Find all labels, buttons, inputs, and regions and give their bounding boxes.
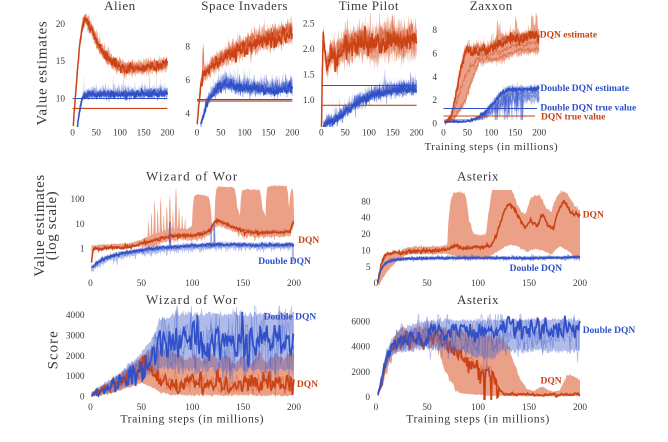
- svg-text:50: 50: [422, 279, 432, 289]
- svg-text:0: 0: [319, 129, 324, 139]
- svg-text:1.5: 1.5: [303, 70, 315, 80]
- svg-text:200: 200: [287, 403, 301, 413]
- svg-text:Double DQN estimate: Double DQN estimate: [540, 84, 629, 94]
- svg-text:0: 0: [70, 129, 75, 139]
- svg-text:Value estimates: Value estimates: [35, 21, 51, 126]
- svg-text:150: 150: [137, 129, 151, 139]
- svg-text:0: 0: [195, 129, 200, 139]
- svg-text:5: 5: [366, 263, 371, 273]
- svg-text:100: 100: [238, 129, 252, 139]
- svg-text:8: 8: [185, 43, 190, 53]
- svg-text:200: 200: [160, 129, 174, 139]
- svg-text:4: 4: [432, 73, 437, 83]
- svg-text:20: 20: [361, 230, 371, 240]
- svg-text:0: 0: [441, 129, 446, 139]
- svg-text:1: 1: [80, 245, 85, 255]
- svg-text:0: 0: [432, 120, 437, 130]
- svg-text:0: 0: [374, 279, 379, 289]
- svg-text:0: 0: [374, 403, 379, 413]
- svg-text:DQN estimate: DQN estimate: [540, 30, 597, 40]
- svg-text:100: 100: [185, 403, 199, 413]
- svg-text:50: 50: [340, 129, 350, 139]
- svg-text:DQN: DQN: [583, 211, 604, 221]
- svg-text:0: 0: [88, 279, 93, 289]
- svg-text:Zaxxon: Zaxxon: [470, 0, 513, 13]
- svg-text:100: 100: [471, 403, 485, 413]
- svg-text:1.0: 1.0: [303, 96, 315, 106]
- svg-text:15: 15: [56, 57, 66, 67]
- svg-text:Alien: Alien: [104, 0, 136, 13]
- svg-text:100: 100: [71, 195, 85, 205]
- svg-text:Double DQN: Double DQN: [264, 313, 317, 323]
- svg-text:DQN: DQN: [541, 377, 562, 387]
- svg-text:200: 200: [532, 129, 546, 139]
- svg-text:100: 100: [484, 129, 498, 139]
- svg-text:Asterix: Asterix: [457, 168, 499, 183]
- svg-text:0: 0: [80, 393, 85, 403]
- svg-text:Double DQN: Double DQN: [258, 257, 311, 267]
- svg-text:2: 2: [432, 96, 437, 106]
- svg-text:2000: 2000: [66, 352, 85, 362]
- svg-text:Wizard of Wor: Wizard of Wor: [146, 292, 238, 307]
- svg-text:200: 200: [287, 279, 301, 289]
- svg-text:100: 100: [362, 129, 376, 139]
- svg-text:(log scale): (log scale): [44, 191, 60, 261]
- svg-text:1000: 1000: [66, 372, 85, 382]
- svg-text:150: 150: [522, 279, 536, 289]
- svg-text:10: 10: [361, 247, 371, 257]
- svg-text:DQN true value: DQN true value: [541, 112, 605, 122]
- svg-text:Training steps (in millions): Training steps (in millions): [424, 141, 558, 153]
- svg-text:2.0: 2.0: [303, 45, 315, 55]
- svg-text:50: 50: [463, 129, 473, 139]
- svg-text:2.5: 2.5: [303, 20, 315, 30]
- svg-text:4: 4: [185, 110, 190, 120]
- svg-text:Double DQN true value: Double DQN true value: [540, 104, 636, 114]
- svg-text:20: 20: [56, 20, 66, 30]
- svg-text:0: 0: [365, 393, 370, 403]
- svg-text:50: 50: [216, 129, 226, 139]
- svg-text:Wizard of Wor: Wizard of Wor: [146, 168, 238, 183]
- svg-text:4000: 4000: [351, 343, 370, 353]
- svg-text:DQN: DQN: [297, 380, 318, 390]
- svg-text:6: 6: [432, 50, 437, 60]
- svg-text:Training steps (in millions): Training steps (in millions): [406, 412, 550, 426]
- svg-text:Training steps (in millions): Training steps (in millions): [120, 412, 264, 426]
- svg-text:50: 50: [137, 403, 147, 413]
- svg-text:100: 100: [113, 129, 127, 139]
- svg-text:Asterix: Asterix: [457, 292, 499, 307]
- svg-text:200: 200: [285, 129, 299, 139]
- svg-text:Double DQN: Double DQN: [583, 326, 636, 336]
- svg-text:Time Pilot: Time Pilot: [339, 0, 399, 13]
- svg-text:10: 10: [56, 94, 66, 104]
- svg-text:8: 8: [432, 26, 437, 36]
- svg-text:Score: Score: [46, 330, 62, 369]
- svg-text:150: 150: [261, 129, 275, 139]
- svg-text:200: 200: [573, 403, 587, 413]
- svg-text:6000: 6000: [351, 318, 370, 328]
- svg-text:150: 150: [522, 403, 536, 413]
- svg-text:200: 200: [573, 279, 587, 289]
- svg-text:150: 150: [236, 403, 250, 413]
- svg-text:150: 150: [236, 279, 250, 289]
- svg-text:50: 50: [137, 279, 147, 289]
- svg-text:3000: 3000: [66, 332, 85, 342]
- svg-text:50: 50: [92, 129, 102, 139]
- svg-text:10: 10: [75, 220, 85, 230]
- svg-text:200: 200: [410, 129, 424, 139]
- svg-text:2000: 2000: [351, 368, 370, 378]
- svg-text:150: 150: [508, 129, 522, 139]
- svg-text:150: 150: [386, 129, 400, 139]
- svg-text:Value estimates: Value estimates: [32, 174, 48, 277]
- svg-text:100: 100: [471, 279, 485, 289]
- svg-text:4000: 4000: [66, 311, 85, 321]
- svg-text:40: 40: [361, 214, 371, 224]
- svg-text:50: 50: [422, 403, 432, 413]
- svg-text:DQN: DQN: [298, 236, 319, 246]
- svg-text:0: 0: [88, 403, 93, 413]
- svg-text:Space Invaders: Space Invaders: [201, 0, 288, 13]
- svg-text:80: 80: [361, 197, 371, 207]
- svg-text:Double DQN: Double DQN: [510, 264, 563, 274]
- svg-text:6: 6: [185, 76, 190, 86]
- svg-text:100: 100: [185, 279, 199, 289]
